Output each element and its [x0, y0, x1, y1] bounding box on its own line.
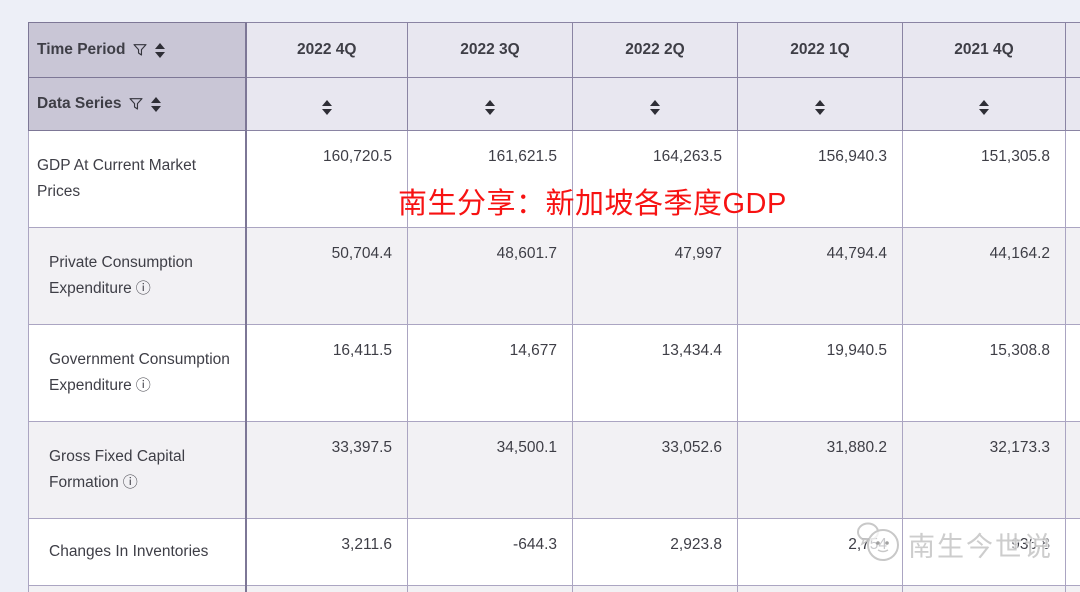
cell-value: 32,173.3 — [902, 421, 1066, 519]
table-row: Gross Fixed Capital Formation ⓘ 33,397.5 … — [28, 421, 1080, 519]
cell-value: 48,601.7 — [407, 227, 573, 325]
time-period-header-cell[interactable]: Time Period — [28, 22, 247, 78]
column-sort-partial[interactable] — [1065, 77, 1080, 131]
info-icon[interactable]: ⓘ — [135, 280, 151, 297]
cell-value: 2,923.8 — [572, 518, 738, 586]
cell-value: 33,397.5 — [245, 421, 408, 519]
cell-value: 33,052.6 — [572, 421, 738, 519]
red-caption-overlay: 南生分享：新加坡各季度GDP — [398, 188, 787, 220]
column-sort-2022-4q[interactable] — [245, 77, 408, 131]
column-header-2022-2q[interactable]: 2022 2Q — [572, 22, 738, 78]
cell-value: 47,997 — [572, 227, 738, 325]
time-period-label: Time Period — [37, 41, 126, 58]
watermark: 南生今世说 — [856, 520, 1053, 569]
wechat-face-icon — [856, 520, 902, 569]
sort-icon[interactable] — [485, 100, 495, 115]
column-sort-2022-3q[interactable] — [407, 77, 573, 131]
cell-value: 936.8 — [902, 518, 1066, 586]
cell-value — [1065, 130, 1080, 228]
cell-value: 164,263.5 — [572, 130, 738, 228]
sort-icon[interactable] — [650, 100, 660, 115]
cell-value — [572, 585, 738, 592]
cell-value: 13,434.4 — [572, 324, 738, 422]
cell-value: 34,500.1 — [407, 421, 573, 519]
filter-icon[interactable] — [132, 42, 148, 58]
cell-value — [407, 585, 573, 592]
cell-value: 161,621.5 — [407, 130, 573, 228]
column-header-2022-3q[interactable]: 2022 3Q — [407, 22, 573, 78]
column-header-2022-1q[interactable]: 2022 1Q — [737, 22, 903, 78]
info-icon[interactable]: ⓘ — [122, 474, 138, 491]
column-header-2022-4q[interactable]: 2022 4Q — [245, 22, 408, 78]
header-row-data-series: Data Series — [28, 77, 1080, 131]
header-row-time-period: Time Period 2022 4Q 2022 3Q 2022 2Q 2022… — [28, 22, 1080, 78]
sort-icon[interactable] — [979, 100, 989, 115]
cell-value — [1065, 585, 1080, 592]
cell-value — [1065, 518, 1080, 586]
row-label-partial — [28, 585, 247, 592]
column-sort-2021-4q[interactable] — [902, 77, 1066, 131]
cell-value — [1065, 421, 1080, 519]
row-label-private-consumption: Private Consumption Expenditure ⓘ — [28, 227, 247, 325]
cell-value: -644.3 — [407, 518, 573, 586]
cell-value: 44,164.2 — [902, 227, 1066, 325]
table-row: Private Consumption Expenditure ⓘ 50,704.… — [28, 227, 1080, 325]
data-series-header-cell[interactable]: Data Series — [28, 77, 247, 131]
table-row: Changes In Inventories 3,211.6 -644.3 2,… — [28, 518, 1080, 586]
cell-value: 15,308.8 — [902, 324, 1066, 422]
row-label-gdp: GDP At Current Market Prices — [28, 130, 247, 228]
cell-value: 44,794.4 — [737, 227, 903, 325]
cell-value: 16,411.5 — [245, 324, 408, 422]
cell-value: 14,677 — [407, 324, 573, 422]
table-row: GDP At Current Market Prices 160,720.5 1… — [28, 130, 1080, 228]
data-table: Time Period 2022 4Q 2022 3Q 2022 2Q 2022… — [28, 22, 1080, 592]
cell-value: 160,720.5 — [245, 130, 408, 228]
cell-value — [902, 585, 1066, 592]
sort-icon[interactable] — [155, 42, 166, 58]
row-label-changes-in-inventories: Changes In Inventories — [28, 518, 247, 586]
cell-value: 50,704.4 — [245, 227, 408, 325]
column-header-2021-4q[interactable]: 2021 4Q — [902, 22, 1066, 78]
cell-value: 156,940.3 — [737, 130, 903, 228]
row-label-government-consumption: Government Consumption Expenditure ⓘ — [28, 324, 247, 422]
watermark-text: 南生今世说 — [908, 532, 1053, 562]
sort-icon[interactable] — [151, 96, 162, 112]
sort-icon[interactable] — [321, 100, 332, 115]
filter-icon[interactable] — [128, 96, 144, 112]
column-sort-2022-2q[interactable] — [572, 77, 738, 131]
row-label-gross-fixed-capital: Gross Fixed Capital Formation ⓘ — [28, 421, 247, 519]
cell-value — [737, 585, 903, 592]
cell-value: 3,211.6 — [245, 518, 408, 586]
cell-value — [1065, 227, 1080, 325]
table-row — [28, 585, 1080, 592]
cell-value: 31,880.2 — [737, 421, 903, 519]
info-icon[interactable]: ⓘ — [135, 377, 151, 394]
cell-value — [245, 585, 408, 592]
data-series-label: Data Series — [37, 95, 122, 112]
cell-value: 19,940.5 — [737, 324, 903, 422]
table-row: Government Consumption Expenditure ⓘ 16,4… — [28, 324, 1080, 422]
column-sort-2022-1q[interactable] — [737, 77, 903, 131]
cell-value — [1065, 324, 1080, 422]
sort-icon[interactable] — [815, 100, 825, 115]
cell-value: 151,305.8 — [902, 130, 1066, 228]
column-header-partial[interactable] — [1065, 22, 1080, 78]
